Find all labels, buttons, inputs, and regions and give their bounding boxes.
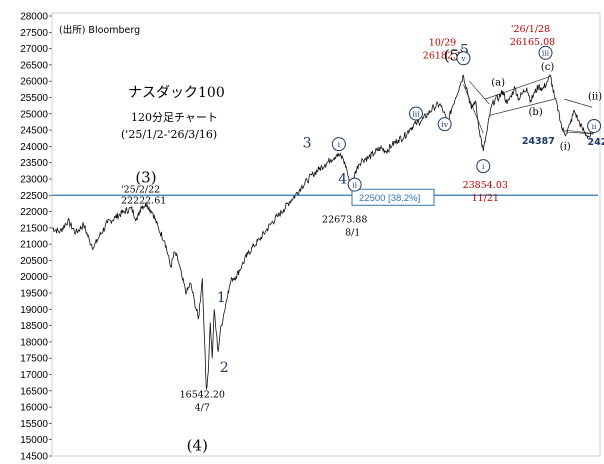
wave-abc-3: (ⅰ) — [560, 142, 571, 153]
y-tick-label-13: 21000 — [20, 240, 48, 251]
annotation-11: 26165.08 — [510, 37, 555, 48]
price-line — [51, 74, 599, 390]
annotation-10: '26/1/28 — [511, 24, 550, 35]
y-tick-label-23: 26000 — [20, 77, 48, 88]
chart-period: ('25/1/2-'26/3/16) — [121, 128, 217, 141]
y-tick-label-18: 23500 — [20, 158, 48, 169]
y-tick-label-12: 20500 — [20, 256, 48, 267]
wave-sub-label-7: ⅲ — [542, 49, 550, 58]
y-tick-label-9: 19000 — [20, 305, 48, 316]
y-tick-label-7: 18000 — [20, 337, 48, 348]
wave-sub-circle-4 — [456, 51, 471, 66]
annotation-0: '25/2/22 — [121, 184, 160, 195]
y-tick-label-2: 15500 — [20, 419, 48, 430]
wave-abc-4: (ⅱ) — [588, 91, 602, 102]
reference-line-label: 22500 [38.2%] — [359, 193, 420, 204]
y-tick-label-22: 25500 — [20, 93, 48, 104]
y-axis: 14500 15000 15500 16000 16500 17000 17500 18000… — [20, 12, 52, 463]
annotation-7: 26182.10 — [423, 50, 468, 61]
annotation-8: 23854.03 — [463, 180, 508, 191]
annotation-13: 24289 — [588, 137, 604, 148]
y-tick-label-6: 17500 — [20, 354, 48, 365]
annotation-12: 24387 — [522, 136, 555, 147]
wave-sub-circle-1 — [347, 177, 362, 192]
trendline-6 — [562, 131, 595, 135]
wave-sub-label-4: ⅴ — [460, 54, 466, 63]
wave-sub-circle-7 — [538, 45, 553, 60]
y-tick-label-20: 24500 — [20, 126, 48, 137]
chart-subtitle: 120分足チャート — [131, 111, 218, 124]
wave-minor-1: 2 — [220, 360, 229, 376]
y-tick-label-8: 18500 — [20, 321, 48, 332]
wave-abc-2: (c) — [541, 62, 555, 73]
y-tick-label-24: 26500 — [20, 60, 48, 71]
wave-sub-circle-0 — [331, 137, 346, 152]
annotation-1: 22222.61 — [121, 195, 166, 206]
y-tick-label-5: 17000 — [20, 370, 48, 381]
y-tick-label-26: 27500 — [20, 28, 48, 39]
wave-minor-0: 1 — [217, 290, 226, 306]
trendline-5 — [564, 129, 593, 134]
annotation-3: 4/7 — [195, 402, 210, 413]
wave-sub-label-6: ⅱ — [592, 122, 597, 131]
wave-major-1: (4) — [187, 436, 208, 454]
annotation-6: 10/29 — [429, 37, 456, 48]
wave-sub-circle-6 — [587, 118, 602, 133]
y-tick-label-10: 19500 — [20, 289, 48, 300]
wave-minor-4: 5 — [460, 42, 469, 58]
price-series — [51, 74, 599, 390]
plot-frame — [51, 12, 601, 457]
wave-sub-circle-3 — [437, 117, 452, 132]
trendline-4 — [564, 98, 593, 108]
annotation-5: 8/1 — [345, 228, 360, 239]
y-tick-label-21: 25000 — [20, 109, 48, 120]
wave-abc-1: (b) — [529, 107, 543, 118]
wave-major-0: (3) — [135, 169, 156, 187]
annotation-9: 11/21 — [472, 193, 499, 204]
wave-sub-label-2: ⅲ — [412, 109, 420, 118]
wave-sub-label-3: ⅳ — [441, 120, 448, 129]
wave-sub-label-5: ⅰ — [482, 162, 485, 171]
wave-sub-label-1: ⅱ — [352, 180, 357, 189]
y-tick-label-1: 15000 — [20, 435, 48, 446]
y-tick-label-17: 23000 — [20, 174, 48, 185]
wave-minor-3: 4 — [338, 172, 347, 188]
wave-sub-circle-2 — [409, 106, 423, 121]
y-tick-label-19: 24000 — [20, 142, 48, 153]
y-tick-label-4: 16500 — [20, 386, 48, 397]
annotation-4: 22673.88 — [322, 215, 367, 226]
trendline-1 — [469, 80, 490, 105]
wave-abc-0: (a) — [491, 77, 505, 88]
annotation-2: 16542.20 — [180, 389, 225, 400]
y-tick-label-0: 14500 — [20, 452, 48, 463]
wave-minor-2: 3 — [303, 136, 312, 152]
reference-line-label-box — [351, 188, 435, 206]
y-tick-label-16: 22500 — [20, 191, 48, 202]
wave-sub-label-0: ⅰ — [338, 140, 341, 149]
trendline-3 — [489, 98, 555, 116]
chart-title: ナスダック100 — [128, 85, 225, 101]
y-tick-label-14: 21500 — [20, 223, 48, 234]
y-tick-label-3: 16000 — [20, 403, 48, 414]
y-tick-label-25: 27000 — [20, 44, 48, 55]
wave-sub-circle-5 — [476, 159, 491, 174]
y-tick-label-27: 28000 — [20, 12, 48, 23]
y-tick-label-15: 22000 — [20, 207, 48, 218]
y-tick-label-11: 20000 — [20, 272, 48, 283]
reference-line-group: 22500 [38.2%] — [52, 188, 598, 206]
trendline-0 — [463, 84, 484, 134]
source-label: (出所) Bloomberg — [59, 24, 140, 36]
